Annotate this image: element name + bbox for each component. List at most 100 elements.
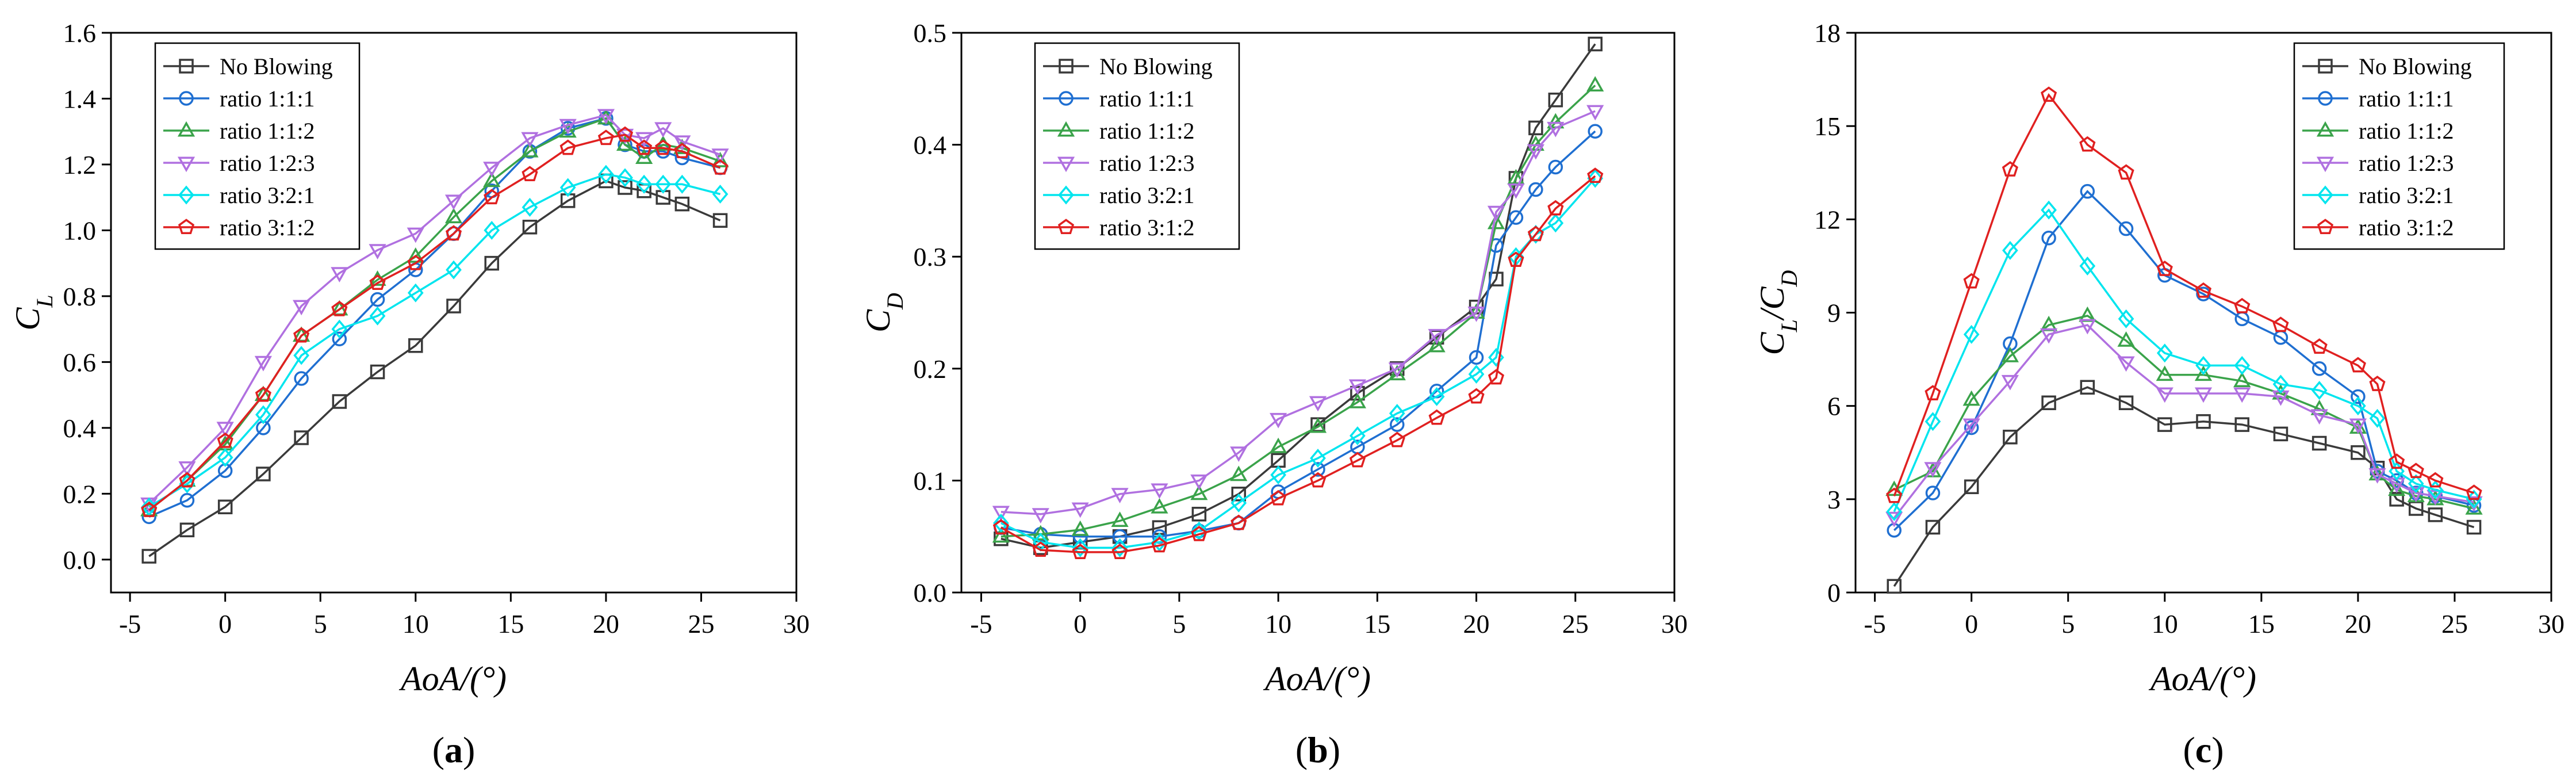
chart-panel-b: 0.0 0.1 0.2 0.3 0.4 0.5 -5 0 5 10 15 20 25 30 AoA/(°) C…	[859, 18, 1688, 770]
series-line	[1893, 208, 2475, 513]
series-line	[1893, 93, 2475, 497]
data-point	[2368, 468, 2386, 484]
data-point	[2194, 365, 2213, 381]
data-point	[1230, 514, 1247, 530]
data-point	[2003, 429, 2018, 445]
data-point	[483, 171, 501, 188]
data-point	[2272, 316, 2289, 332]
data-point	[2195, 355, 2211, 375]
x-tick-label: 15	[2248, 609, 2275, 639]
series-ratio-3-1-2	[1886, 86, 2482, 503]
y-axis-title: CL/CD	[1753, 270, 1802, 355]
series-line	[148, 114, 721, 504]
series-line	[1893, 190, 2475, 532]
data-point	[1887, 579, 1902, 594]
data-point	[635, 148, 653, 165]
data-point	[1388, 365, 1406, 381]
legend: No Blowing ratio 1:1:1 ratio 1:1:2 ratio 1:…	[1034, 42, 1240, 250]
data-point	[179, 472, 195, 488]
data-point	[1508, 251, 1524, 267]
data-point	[444, 194, 463, 211]
x-tick-label: 25	[2441, 609, 2468, 639]
data-point	[2041, 200, 2057, 220]
legend: No Blowing ratio 1:1:1 ratio 1:1:2 ratio 1:…	[2293, 42, 2505, 250]
data-point	[2079, 306, 2096, 322]
data-point	[1925, 519, 1941, 535]
data-point	[446, 299, 461, 314]
series-line	[1893, 386, 2475, 587]
data-point	[992, 506, 1010, 522]
data-point	[1190, 474, 1208, 490]
data-point	[1588, 36, 1603, 52]
y-tick-label: 0.5	[914, 18, 947, 48]
data-point	[712, 159, 729, 175]
data-point	[484, 189, 500, 205]
data-point	[446, 260, 462, 280]
data-point	[2350, 396, 2366, 416]
data-point	[217, 448, 233, 467]
data-point	[2408, 474, 2424, 494]
data-point	[1467, 303, 1485, 319]
x-tick-label: 0	[218, 609, 232, 639]
data-point	[2040, 328, 2058, 344]
data-point	[597, 129, 614, 146]
data-point	[293, 346, 309, 365]
data-point	[2466, 484, 2482, 500]
data-point	[1925, 486, 1941, 500]
data-point	[293, 327, 310, 343]
data-point	[141, 549, 156, 564]
data-point	[2156, 365, 2174, 381]
data-point	[674, 174, 691, 194]
data-point	[2041, 395, 2056, 411]
data-point	[370, 292, 385, 307]
data-point	[559, 178, 576, 197]
data-point	[2002, 161, 2018, 177]
data-point	[370, 364, 385, 380]
data-point	[2118, 309, 2134, 328]
y-tick-label: 1.4	[63, 84, 97, 113]
legend-marker	[1057, 219, 1075, 234]
x-axis-title: AoA/(°)	[2148, 660, 2256, 698]
y-tick-label: 1.0	[63, 216, 97, 245]
data-point	[2118, 221, 2134, 236]
data-point	[1230, 465, 1248, 481]
y-tick-label: 0.4	[63, 414, 97, 443]
data-point	[559, 122, 577, 138]
data-point	[1528, 224, 1544, 244]
x-tick-label: 20	[2345, 609, 2371, 639]
data-point	[597, 109, 615, 125]
data-point	[179, 474, 195, 494]
legend-label: ratio 1:1:1	[2359, 86, 2454, 112]
data-point	[2369, 408, 2386, 428]
data-point	[141, 497, 158, 517]
data-point	[2311, 381, 2328, 400]
data-point	[992, 527, 1010, 543]
data-point	[598, 165, 614, 184]
data-point	[2426, 490, 2444, 506]
chart-panel-c: 0 3 6 9 12 15 18 -5 0 5 10 15 20 25 30 AoA/(°) CL/CD No B…	[1753, 18, 2564, 770]
series-ratio-1-1-2	[992, 76, 1604, 543]
data-point	[2389, 492, 2404, 507]
data-point	[1488, 369, 1505, 385]
data-point	[1348, 379, 1366, 395]
legend-marker	[2316, 156, 2334, 173]
legend-label: ratio 1:1:1	[1099, 86, 1195, 112]
plot-frame	[960, 32, 1676, 594]
data-point	[1348, 392, 1366, 408]
x-tick-label: 25	[1562, 609, 1589, 639]
x-tick-label: 5	[1172, 609, 1186, 639]
data-point	[2118, 164, 2134, 180]
data-point	[1032, 541, 1049, 557]
data-point	[1111, 538, 1128, 557]
data-point	[674, 143, 691, 159]
data-point	[1467, 306, 1485, 322]
data-point	[2079, 256, 2096, 276]
data-point	[1547, 121, 1565, 137]
data-point	[484, 220, 500, 240]
data-point	[1507, 183, 1525, 199]
legend-marker	[1059, 59, 1074, 74]
legend-marker	[1058, 185, 1074, 205]
data-point	[1586, 105, 1604, 121]
data-point	[522, 197, 538, 217]
legend-marker	[178, 219, 195, 234]
